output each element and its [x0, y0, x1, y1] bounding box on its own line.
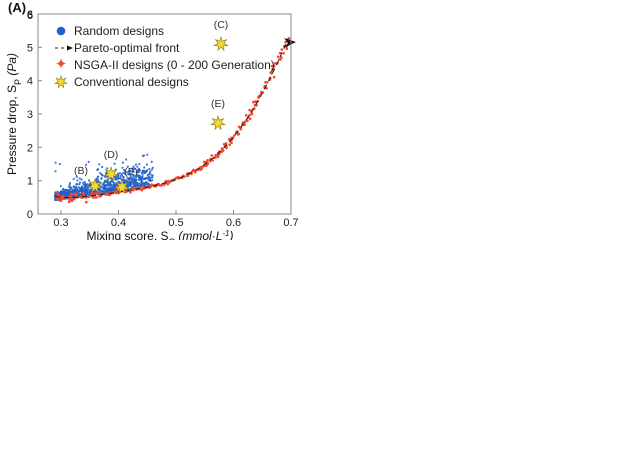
svg-text:3: 3	[27, 109, 33, 121]
svg-text:Conventional designs: Conventional designs	[74, 75, 189, 89]
svg-text:1: 1	[27, 176, 33, 188]
svg-text:0.4: 0.4	[111, 217, 126, 229]
svg-text:Mixing score, SC (mmol·L-1): Mixing score, SC (mmol·L-1)	[87, 229, 234, 241]
svg-text:(D): (D)	[104, 149, 119, 161]
svg-text:4: 4	[27, 76, 33, 88]
svg-text:0: 0	[27, 209, 33, 221]
svg-text:(E): (E)	[211, 98, 225, 110]
svg-text:0.5: 0.5	[168, 217, 183, 229]
svg-text:6: 6	[27, 10, 33, 22]
svg-text:(F): (F)	[124, 166, 137, 178]
svg-text:(A): (A)	[8, 0, 26, 15]
svg-text:Pareto-optimal front: Pareto-optimal front	[74, 41, 180, 55]
svg-text:Random designs: Random designs	[74, 24, 164, 38]
svg-text:NSGA-II designs (0 - 200 Gener: NSGA-II designs (0 - 200 Generation)	[74, 58, 275, 72]
svg-text:(C): (C)	[214, 19, 229, 31]
svg-text:5: 5	[27, 42, 33, 54]
svg-text:0.7: 0.7	[283, 217, 298, 229]
svg-text:(B): (B)	[74, 165, 88, 177]
svg-text:0.3: 0.3	[53, 217, 68, 229]
svg-text:2: 2	[27, 142, 33, 154]
svg-text:✦: ✦	[55, 56, 68, 73]
svg-text:0.6: 0.6	[226, 217, 241, 229]
